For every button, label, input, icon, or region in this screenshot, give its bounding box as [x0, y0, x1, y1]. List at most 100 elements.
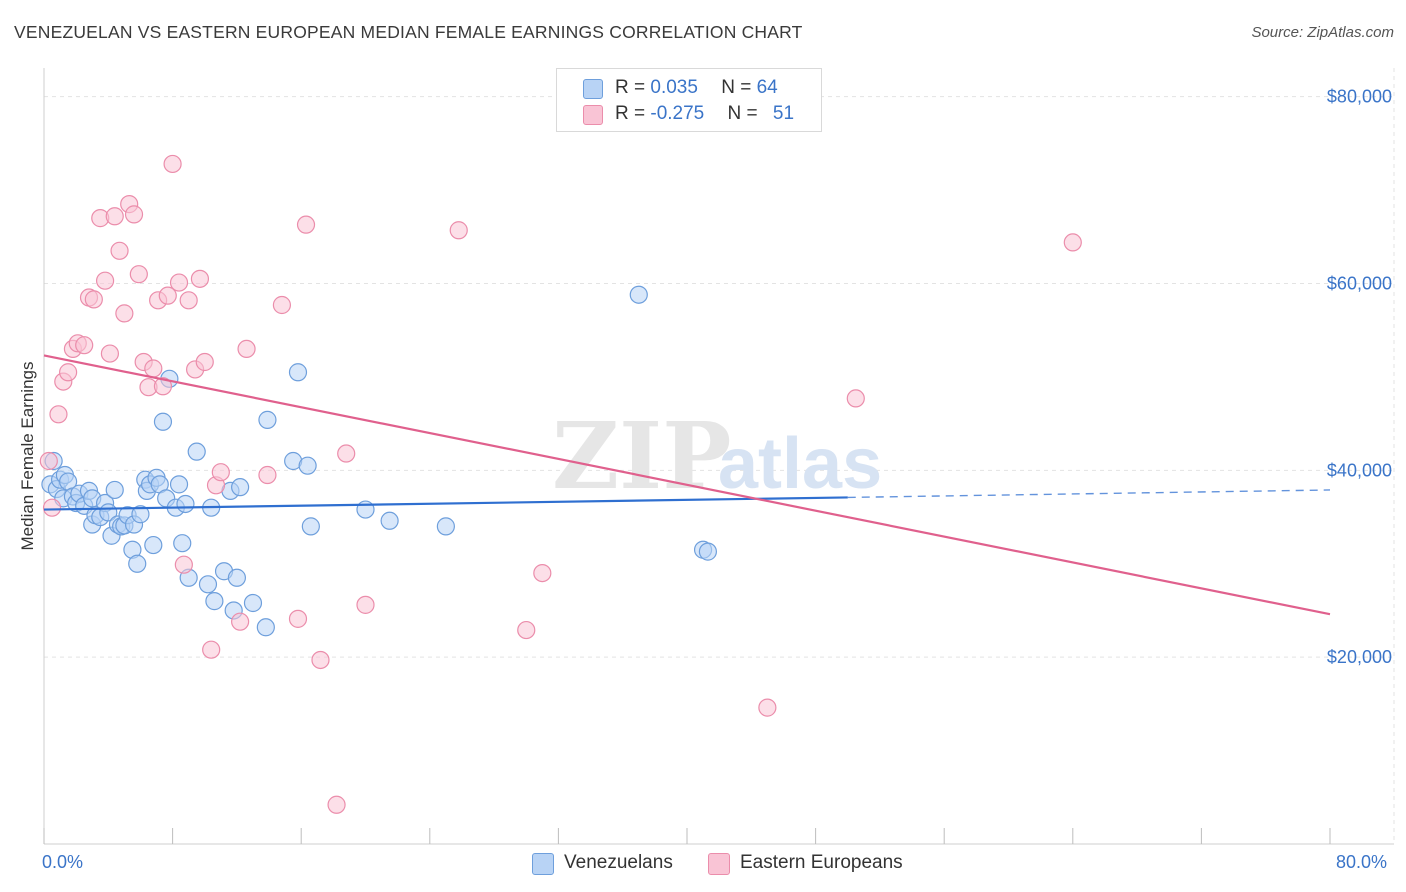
r-label: R =: [615, 77, 651, 98]
y-tick-label: $40,000: [1327, 460, 1392, 480]
eastern-european-point: [195, 352, 214, 372]
eastern-european-point: [179, 291, 198, 310]
eastern-european-point: [356, 595, 375, 614]
eastern-european-point: [258, 465, 277, 485]
eastern-european-point: [517, 620, 536, 640]
eastern-european-point: [84, 290, 103, 309]
venezuelan-point: [380, 511, 399, 530]
eastern-european-point: [237, 339, 256, 359]
eastern-european-point: [129, 265, 148, 284]
r-value: -0.275: [650, 103, 705, 124]
legend-row-text: R = 0.035 N = 64: [615, 77, 778, 99]
venezuelan-point: [144, 535, 163, 555]
eastern-european-point: [533, 563, 552, 583]
y-tick-label: $60,000: [1327, 274, 1392, 294]
eastern-europeans-swatch: [583, 105, 603, 125]
venezuelans-legend-label: Venezuelans: [564, 852, 673, 873]
eastern-european-point: [272, 295, 292, 315]
eastern-european-point: [311, 650, 330, 670]
n-value: 64: [756, 77, 778, 98]
y-tick-label: $20,000: [1327, 647, 1392, 667]
y-tick-label: $80,000: [1327, 87, 1392, 107]
legend-row-text: R = -0.275 N = 51: [615, 103, 794, 125]
n-label: N =: [721, 77, 757, 98]
eastern-european-point: [449, 221, 468, 240]
r-label: R =: [615, 103, 651, 124]
watermark-zip: ZIP: [552, 402, 731, 510]
eastern-european-point: [144, 359, 163, 378]
n-label: N =: [727, 103, 763, 124]
venezuelan-point: [298, 456, 317, 475]
eastern-europeans-trend-line: [43, 354, 1331, 616]
eastern-european-point: [105, 207, 124, 226]
eastern-europeans-legend-label: Eastern Europeans: [740, 852, 903, 873]
venezuelans-legend-swatch: [532, 853, 554, 875]
eastern-european-point: [158, 286, 177, 305]
eastern-european-point: [153, 377, 173, 396]
eastern-european-point: [59, 363, 78, 382]
y-axis-title: Median Female Earnings: [18, 361, 37, 551]
x-axis-max-label: 80.0%: [1336, 852, 1388, 872]
venezuelan-point: [629, 285, 648, 304]
eastern-european-point: [288, 609, 308, 628]
venezuelan-point: [227, 568, 246, 587]
eastern-european-point: [202, 640, 221, 659]
eastern-european-point: [100, 344, 120, 363]
eastern-european-point: [758, 698, 777, 717]
eastern-european-point: [337, 444, 356, 463]
eastern-european-point: [327, 795, 346, 814]
eastern-european-point: [190, 269, 210, 288]
eastern-european-point: [169, 273, 189, 292]
legend-row-eastern-europeans: R = -0.275 N = 51: [557, 101, 821, 127]
eastern-european-point: [95, 271, 115, 290]
eastern-european-point: [75, 336, 94, 355]
venezuelan-point: [187, 442, 206, 461]
venezuelan-point: [169, 475, 189, 494]
venezuelan-point: [105, 480, 124, 500]
venezuelan-point: [131, 505, 150, 524]
venezuelan-point: [128, 554, 147, 573]
eastern-european-point: [296, 215, 316, 234]
eastern-european-point: [1063, 233, 1082, 252]
venezuelan-point: [176, 494, 195, 514]
watermark-atlas: atlas: [718, 424, 882, 504]
venezuelan-point: [288, 363, 308, 382]
venezuelan-point: [243, 593, 263, 613]
venezuelan-point: [153, 412, 173, 431]
eastern-european-point: [231, 612, 250, 631]
eastern-european-point: [211, 463, 230, 482]
venezuelan-point: [301, 517, 320, 536]
points-layer: [39, 154, 1082, 814]
venezuelan-point: [256, 618, 275, 637]
venezuelan-point: [173, 534, 192, 553]
venezuelans-trend-extension: [847, 489, 1331, 499]
venezuelan-point: [258, 410, 277, 429]
venezuelan-point: [205, 592, 224, 611]
watermark: ZIP atlas: [552, 402, 882, 510]
y-tick-labels: $20,000 $40,000 $60,000 $80,000: [1327, 87, 1392, 667]
x-axis-min-label: 0.0%: [42, 852, 84, 872]
eastern-european-point: [163, 154, 182, 174]
eastern-european-point: [846, 389, 865, 408]
n-value: 51: [772, 103, 795, 124]
source-label: Source: ZipAtlas.com: [1251, 24, 1394, 41]
eastern-european-point: [110, 241, 129, 260]
eastern-european-point: [115, 304, 134, 323]
trend-layer: [43, 354, 1331, 616]
legend-row-venezuelans: R = 0.035 N = 64: [557, 75, 821, 101]
eastern-europeans-legend-swatch: [708, 853, 730, 875]
venezuelans-swatch: [583, 79, 603, 99]
eastern-european-point: [124, 205, 144, 224]
eastern-european-point: [39, 451, 58, 471]
chart-title: VENEZUELAN VS EASTERN EUROPEAN MEDIAN FE…: [14, 22, 803, 42]
correlation-legend: R = 0.035 N = 64 R = -0.275 N = 51: [556, 68, 822, 132]
venezuelan-point: [198, 575, 218, 594]
eastern-european-point: [174, 555, 193, 574]
eastern-european-point: [42, 498, 62, 517]
eastern-european-point: [49, 405, 68, 424]
venezuelan-point: [436, 517, 455, 536]
venezuelan-point: [231, 478, 250, 497]
r-value: 0.035: [650, 77, 698, 98]
venezuelan-point: [698, 542, 717, 561]
